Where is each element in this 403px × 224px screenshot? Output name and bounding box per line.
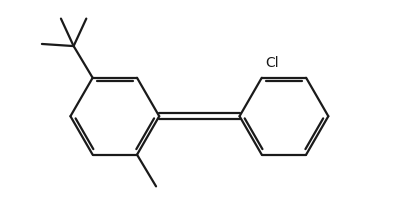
Text: Cl: Cl	[265, 56, 279, 70]
